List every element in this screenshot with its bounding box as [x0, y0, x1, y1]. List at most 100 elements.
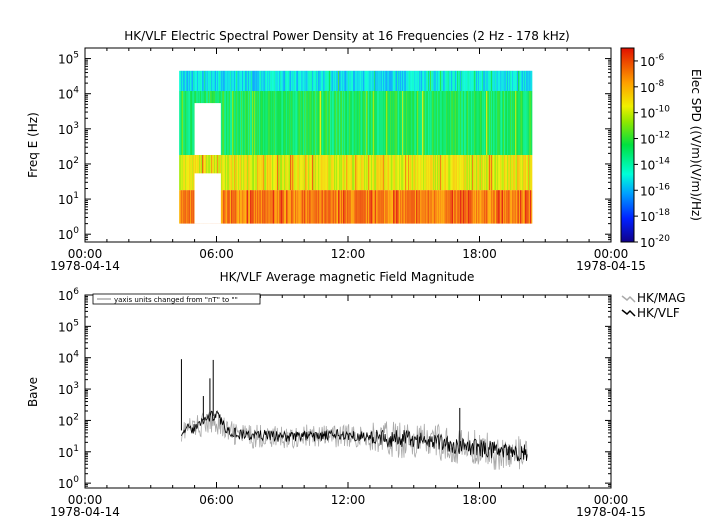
spectrogram-cell: [442, 155, 444, 191]
spectrogram-cell: [523, 190, 525, 224]
spectrogram-cell: [440, 155, 442, 191]
spectrogram-cell: [383, 70, 385, 91]
spectrogram-cell: [292, 90, 294, 155]
spectrogram-cell: [311, 70, 313, 91]
spectrogram-cell: [376, 70, 378, 91]
spectrogram-cell: [490, 155, 492, 191]
spectrogram-cell: [265, 190, 267, 224]
spectrogram-cell: [231, 155, 233, 191]
spectrogram-cell: [385, 190, 387, 224]
spectrogram-cell: [187, 70, 189, 91]
spectrogram-cell: [414, 155, 416, 191]
spectrogram-cell: [225, 155, 227, 191]
spectrogram-cell: [446, 70, 448, 91]
spectrogram-cell: [291, 70, 293, 91]
spectrogram-cell: [301, 90, 303, 155]
spectrogram-cell: [469, 70, 471, 91]
spectrogram-cell: [370, 155, 372, 191]
spectrogram-cell: [181, 70, 183, 91]
spectrogram-cell: [232, 190, 234, 224]
spectrogram-cell: [396, 90, 398, 155]
spectrogram-cell: [202, 155, 204, 191]
spectrogram-cell: [439, 190, 441, 224]
spectrogram-cell: [465, 70, 467, 91]
spectrogram-cell: [489, 155, 491, 191]
spectrogram-cell: [298, 90, 300, 155]
spectrogram-cell: [248, 70, 250, 91]
spectrogram-cell: [437, 90, 439, 155]
spectrogram-cell: [222, 190, 224, 224]
spectrogram-cell: [428, 70, 430, 91]
spectrogram-cell: [484, 155, 486, 191]
spectrogram-cell: [424, 155, 426, 191]
spectrogram-cell: [283, 70, 285, 91]
spectrogram-cell: [503, 90, 505, 155]
spectrogram-cell: [298, 70, 300, 91]
spectrogram-cell: [361, 90, 363, 155]
spectrogram-cell: [407, 155, 409, 191]
spectrogram-cell: [245, 155, 247, 191]
spectrogram-cell: [219, 70, 221, 91]
spectrogram-cell: [318, 90, 320, 155]
spectrogram-cell: [343, 190, 345, 224]
spectrogram-cell: [316, 90, 318, 155]
spectrogram-cell: [487, 70, 489, 91]
spectrogram-cell: [359, 190, 361, 224]
spectrogram-cell: [397, 155, 399, 191]
spectrogram-cell: [373, 70, 375, 91]
spectrogram-cell: [364, 70, 366, 91]
spectrogram-cell: [404, 70, 406, 91]
spectrogram-cell: [397, 90, 399, 155]
spectrogram-cell: [483, 90, 485, 155]
spectrogram-cell: [306, 155, 308, 191]
spectrogram-cell: [273, 70, 275, 91]
spectrogram-cell: [297, 190, 299, 224]
spectrogram-cell: [514, 70, 516, 91]
spectrogram-cell: [279, 90, 281, 155]
spectrogram-cell: [526, 190, 528, 224]
spectrogram-cell: [493, 190, 495, 224]
spectrogram-cell: [460, 190, 462, 224]
spectrogram-cell: [317, 190, 319, 224]
spectrogram-cell: [382, 190, 384, 224]
spectrogram-cell: [419, 90, 421, 155]
spectrogram-cell: [230, 155, 232, 191]
spectrogram-cell: [417, 70, 419, 91]
spectrogram-cell: [422, 70, 424, 91]
spectrogram-cell: [244, 70, 246, 91]
spectrogram-cell: [474, 70, 476, 91]
spectrogram-cell: [241, 90, 243, 155]
spectrogram-cell: [498, 190, 500, 224]
spectrogram-cell: [528, 155, 530, 191]
spectrogram-cell: [455, 155, 457, 191]
spectrogram-cell: [482, 190, 484, 224]
spectrogram-cell: [505, 90, 507, 155]
spectrogram-cell: [425, 70, 427, 91]
spectrogram-cell: [425, 190, 427, 224]
spectrogram-cell: [402, 190, 404, 224]
spectrogram-cell: [367, 70, 369, 91]
spectrogram-cell: [417, 190, 419, 224]
spectrogram-cell: [512, 70, 514, 91]
spectrogram-cell: [313, 155, 315, 191]
spectrogram-cell: [489, 70, 491, 91]
spectrogram-cell: [511, 155, 513, 191]
spectrogram-cell: [474, 155, 476, 191]
spectrogram-cell: [452, 70, 454, 91]
spectrogram-cell: [379, 190, 381, 224]
spectrogram-cell: [345, 70, 347, 91]
spectrogram-cell: [323, 70, 325, 91]
spectrogram-cell: [190, 70, 192, 91]
spectrogram-cell: [281, 70, 283, 91]
spectrogram-cell: [280, 90, 282, 155]
spectrogram-cell: [449, 90, 451, 155]
spectrogram-cell: [401, 90, 403, 155]
spectrogram-cell: [460, 70, 462, 91]
spectrogram-cell: [391, 190, 393, 224]
spectrogram-cell: [359, 90, 361, 155]
spectrogram-cell: [458, 155, 460, 191]
spectrogram-cell: [257, 155, 259, 191]
spectrogram-cell: [287, 190, 289, 224]
spectrogram-cell: [182, 70, 184, 91]
